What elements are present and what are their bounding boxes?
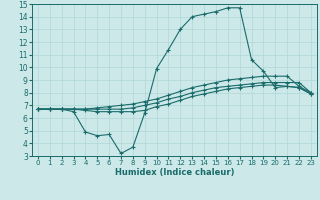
- X-axis label: Humidex (Indice chaleur): Humidex (Indice chaleur): [115, 168, 234, 177]
